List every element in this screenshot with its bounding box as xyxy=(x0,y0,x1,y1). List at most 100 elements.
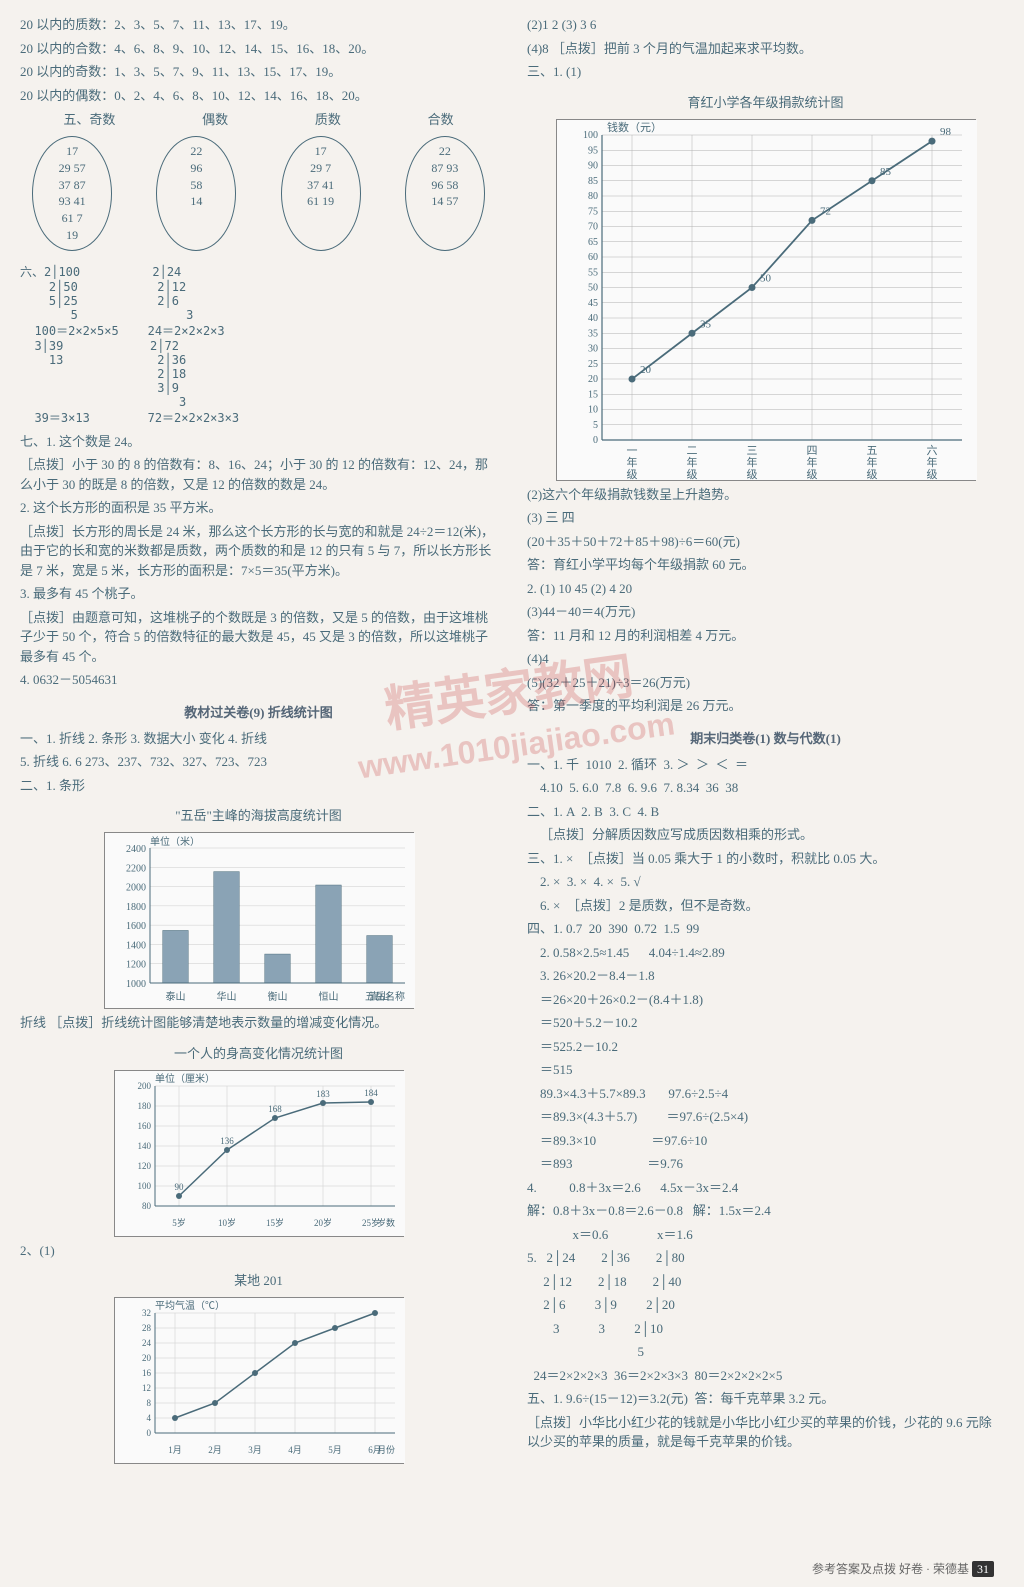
svg-text:单位（米）: 单位（米） xyxy=(150,835,200,848)
svg-text:45: 45 xyxy=(588,297,598,308)
svg-text:级: 级 xyxy=(806,468,817,480)
oval-1: 22965814 xyxy=(156,136,236,251)
svg-text:1800: 1800 xyxy=(126,902,146,913)
hdr-0: 五、奇数 xyxy=(63,109,115,128)
svg-text:恒山: 恒山 xyxy=(318,990,338,1003)
svg-text:95: 95 xyxy=(588,145,598,156)
hdr-1: 偶数 xyxy=(202,109,228,128)
after-donation-block: (2)这六个年级捐款钱数呈上升趋势。(3) 三 四(20＋35＋50＋72＋85… xyxy=(527,485,1004,720)
svg-text:年: 年 xyxy=(626,455,637,469)
svg-text:80: 80 xyxy=(588,191,598,202)
five-header: 五、奇数 偶数 质数 合数 xyxy=(20,109,497,128)
six-divisions: 六、2│100 2│24 2│50 2│12 5│25 2│6 5 3 100＝… xyxy=(20,263,497,426)
svg-text:1600: 1600 xyxy=(126,921,146,932)
svg-text:2000: 2000 xyxy=(126,883,146,894)
ovals-row: 1729 5737 8793 4161 719 22965814 1729 73… xyxy=(20,136,497,251)
svg-text:80: 80 xyxy=(142,1201,152,1211)
s9-two: 二、1. 条形 xyxy=(20,776,497,796)
svg-text:12: 12 xyxy=(142,1383,151,1393)
svg-text:四: 四 xyxy=(806,445,817,457)
svg-text:32: 32 xyxy=(142,1308,151,1318)
svg-text:168: 168 xyxy=(268,1104,282,1114)
svg-text:15: 15 xyxy=(588,389,598,400)
svg-text:140: 140 xyxy=(137,1141,151,1151)
footer: 参考答案及点拨 好卷 · 荣德基 31 xyxy=(812,1560,994,1577)
section9-title: 教材过关卷(9) 折线统计图 xyxy=(20,702,497,721)
svg-text:100: 100 xyxy=(583,130,598,141)
svg-text:65: 65 xyxy=(588,236,598,247)
line-note: 折线 ［点拨］折线统计图能够清楚地表示数量的增减变化情况。 xyxy=(20,1013,497,1033)
svg-text:30: 30 xyxy=(588,343,598,354)
svg-text:35: 35 xyxy=(588,328,598,339)
page-number: 31 xyxy=(972,1561,994,1577)
svg-text:0: 0 xyxy=(593,435,598,446)
svg-text:平均气温（℃）: 平均气温（℃） xyxy=(155,1299,225,1312)
temp-chart-svg: 048121620242832平均气温（℃）1月2月3月4月5月6月月份 xyxy=(115,1298,405,1463)
svg-text:年: 年 xyxy=(746,455,757,469)
svg-text:100: 100 xyxy=(137,1181,151,1191)
svg-text:200: 200 xyxy=(137,1081,151,1091)
svg-text:三: 三 xyxy=(746,445,757,457)
svg-text:2400: 2400 xyxy=(126,844,146,855)
exam-block: 一、1. 千 1010 2. 循环 3. ＞ ＞ ＜ ＝ 4.10 5. 6.0… xyxy=(527,755,1004,1456)
hdr-3: 合数 xyxy=(428,109,454,128)
svg-text:年: 年 xyxy=(926,455,937,469)
height-chart: 80100120140160180200单位（厘米）5岁10岁15岁20岁25岁… xyxy=(114,1070,404,1237)
svg-text:月份: 月份 xyxy=(376,1444,394,1455)
svg-text:70: 70 xyxy=(588,221,598,232)
svg-text:五: 五 xyxy=(866,445,877,457)
svg-text:20岁: 20岁 xyxy=(313,1217,331,1228)
height-chart-title: 一个人的身高变化情况统计图 xyxy=(20,1043,497,1062)
svg-text:85: 85 xyxy=(588,175,598,186)
svg-text:级: 级 xyxy=(926,468,937,480)
r-top-1: (4)8 ［点拨］把前 3 个月的气温加起来求平均数。 xyxy=(527,39,1004,59)
left-column: 20 以内的质数：2、3、5、7、11、13、17、19。 20 以内的合数：4… xyxy=(20,15,497,1572)
svg-text:50: 50 xyxy=(760,272,772,284)
svg-text:1000: 1000 xyxy=(126,979,146,990)
svg-text:0: 0 xyxy=(146,1428,151,1438)
svg-text:二: 二 xyxy=(686,445,697,457)
exam-title: 期末归类卷(1) 数与代数(1) xyxy=(527,728,1004,747)
svg-text:20: 20 xyxy=(588,374,598,385)
r-top-0: (2)1 2 (3) 3 6 xyxy=(527,15,1004,35)
svg-text:40: 40 xyxy=(588,313,598,324)
svg-text:25: 25 xyxy=(588,358,598,369)
svg-text:98: 98 xyxy=(940,126,952,138)
oval-3: 2287 9396 5814 57 xyxy=(405,136,485,251)
svg-text:1月: 1月 xyxy=(168,1445,182,1455)
svg-text:35: 35 xyxy=(700,318,712,330)
svg-text:24: 24 xyxy=(142,1338,152,1348)
svg-text:3月: 3月 xyxy=(248,1445,262,1455)
svg-text:五岳名称: 五岳名称 xyxy=(365,990,405,1003)
svg-text:20: 20 xyxy=(640,364,652,376)
donation-chart: 0510152025303540455055606570758085909510… xyxy=(556,119,976,481)
svg-text:90: 90 xyxy=(174,1182,184,1192)
svg-text:1200: 1200 xyxy=(126,960,146,971)
svg-text:单位（厘米）: 单位（厘米） xyxy=(155,1072,215,1085)
two-one: 2、(1) xyxy=(20,1241,497,1261)
svg-text:级: 级 xyxy=(626,468,637,480)
intro-0: 20 以内的质数：2、3、5、7、11、13、17、19。 xyxy=(20,15,497,35)
svg-text:20: 20 xyxy=(142,1353,152,1363)
svg-text:级: 级 xyxy=(686,468,697,480)
svg-text:60: 60 xyxy=(588,252,598,263)
svg-text:120: 120 xyxy=(137,1161,151,1171)
intro-2: 20 以内的奇数：1、3、5、7、9、11、13、15、17、19。 xyxy=(20,62,497,82)
svg-text:级: 级 xyxy=(746,468,757,480)
svg-text:136: 136 xyxy=(220,1136,234,1146)
donation-title: 育红小学各年级捐款统计图 xyxy=(527,92,1004,111)
svg-text:级: 级 xyxy=(866,468,877,480)
svg-text:28: 28 xyxy=(142,1323,152,1333)
svg-text:8: 8 xyxy=(146,1398,151,1408)
oval-0: 1729 5737 8793 4161 719 xyxy=(32,136,112,251)
page-container: 20 以内的质数：2、3、5、7、11、13、17、19。 20 以内的合数：4… xyxy=(0,0,1024,1587)
height-chart-svg: 80100120140160180200单位（厘米）5岁10岁15岁20岁25岁… xyxy=(115,1071,405,1236)
svg-text:2月: 2月 xyxy=(208,1445,222,1455)
svg-text:90: 90 xyxy=(588,160,598,171)
svg-text:85: 85 xyxy=(880,165,892,177)
svg-text:年: 年 xyxy=(806,455,817,469)
intro-1: 20 以内的合数：4、6、8、9、10、12、14、15、16、18、20。 xyxy=(20,39,497,59)
svg-text:1400: 1400 xyxy=(126,941,146,952)
bar-chart: 10001200140016001800200022002400单位（米）泰山华… xyxy=(104,832,414,1009)
svg-text:10: 10 xyxy=(588,404,598,415)
